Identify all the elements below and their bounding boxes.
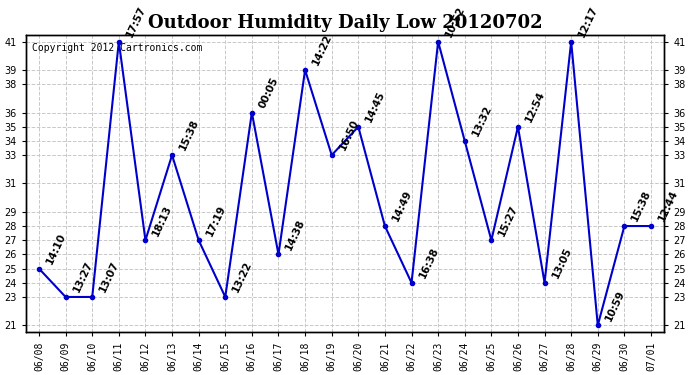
Text: 12:54: 12:54 xyxy=(524,90,546,124)
Text: 13:32: 13:32 xyxy=(471,104,493,138)
Text: 14:45: 14:45 xyxy=(364,90,387,124)
Text: 16:50: 16:50 xyxy=(337,118,360,152)
Text: 15:38: 15:38 xyxy=(630,189,653,223)
Text: 16:38: 16:38 xyxy=(417,246,440,280)
Text: 15:27: 15:27 xyxy=(497,203,520,237)
Text: 00:05: 00:05 xyxy=(257,75,281,110)
Text: 14:38: 14:38 xyxy=(284,217,307,252)
Text: 13:05: 13:05 xyxy=(550,246,573,280)
Text: 14:22: 14:22 xyxy=(310,33,334,67)
Title: Outdoor Humidity Daily Low 20120702: Outdoor Humidity Daily Low 20120702 xyxy=(148,13,542,32)
Text: 10:52: 10:52 xyxy=(444,4,466,39)
Text: 18:13: 18:13 xyxy=(151,203,174,237)
Text: 13:22: 13:22 xyxy=(231,260,254,294)
Text: 10:59: 10:59 xyxy=(603,288,627,322)
Text: 14:10: 14:10 xyxy=(45,231,68,266)
Text: 15:38: 15:38 xyxy=(177,118,201,152)
Text: 12:17: 12:17 xyxy=(577,4,600,39)
Text: 13:27: 13:27 xyxy=(71,260,95,294)
Text: 12:44: 12:44 xyxy=(657,189,680,223)
Text: 14:49: 14:49 xyxy=(391,189,413,223)
Text: Copyright 2012 Cartronics.com: Copyright 2012 Cartronics.com xyxy=(32,44,202,54)
Text: 17:57: 17:57 xyxy=(124,4,148,39)
Text: 13:07: 13:07 xyxy=(98,260,121,294)
Text: 17:19: 17:19 xyxy=(204,203,227,237)
